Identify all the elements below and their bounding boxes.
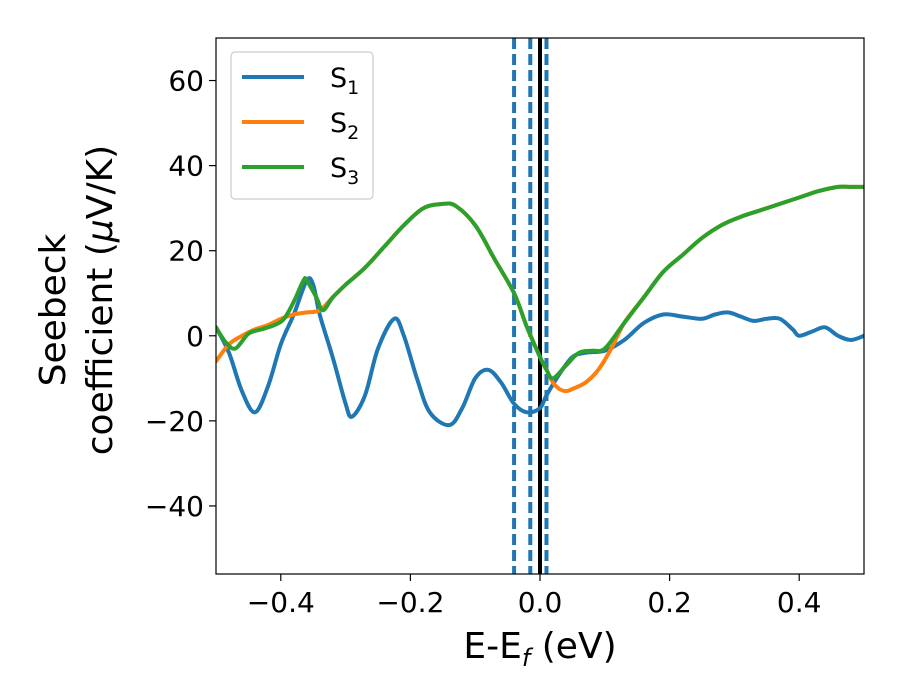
x-tick-label: −0.2: [376, 586, 444, 619]
x-tick-label: 0.0: [518, 586, 563, 619]
legend-box: [230, 51, 374, 200]
y-tick-label: 20: [168, 235, 204, 268]
reference-lines: [512, 38, 549, 574]
y-axis-title-line2-post: V/K): [80, 145, 121, 219]
y-tick-label: −20: [145, 405, 204, 438]
x-tick-label: 0.2: [647, 586, 692, 619]
series-group: [216, 184, 864, 428]
y-axis-title-line1: Seebeck: [33, 233, 74, 386]
series-line-s3: [216, 184, 864, 381]
series-line-s1: [216, 276, 864, 428]
x-tick-label: −0.4: [247, 586, 315, 619]
x-axis-title-tail: (eV): [530, 626, 616, 667]
y-axis-title: Seebeck coefficient (μV/K): [33, 145, 121, 455]
legend-label-s2: S2: [330, 108, 359, 144]
y-tick-label: 0: [186, 320, 204, 353]
x-tick-label: 0.4: [777, 586, 822, 619]
y-tick-label: −40: [145, 490, 204, 523]
x-axis-title-base: E-E: [463, 626, 521, 667]
legend-label-s3: S3: [330, 153, 359, 189]
x-axis-ticks: −0.4 −0.2 0.0 0.2 0.4: [247, 574, 822, 619]
y-axis-ticks: −40 −20 0 20 40 60: [145, 65, 216, 523]
y-axis-title-line2: coefficient (μV/K): [80, 145, 121, 455]
y-tick-label: 60: [168, 65, 204, 98]
x-axis-title: E-Ef (eV): [463, 626, 616, 672]
legend-label-s1: S1: [330, 63, 359, 99]
y-axis-title-mu: μ: [80, 219, 121, 243]
y-tick-label: 40: [168, 150, 204, 183]
y-axis-title-line2-pre: coefficient (: [80, 242, 121, 455]
legend: S1 S2 S3: [230, 51, 374, 200]
